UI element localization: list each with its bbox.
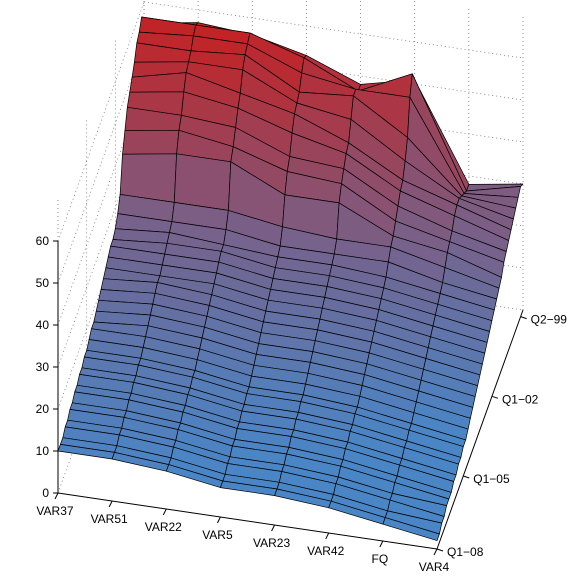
y-tick [520,316,527,320]
x-tick [379,540,384,548]
x-tick [433,548,438,556]
surface-patch [382,517,440,541]
x-axis-line [57,492,438,550]
surface [57,16,524,541]
z-tick-label: 0 [42,486,49,500]
x-tick-label: VAR5 [202,528,233,542]
y-axis-line [436,309,524,550]
x-tick [271,524,276,532]
x-tick [216,516,221,524]
y-tick-label: Q1−08 [447,545,484,559]
x-tick [108,500,113,508]
tick-labels: 0 10 20 30 40 50 60 VAR37 VAR51 VAR22 VAR5 VAR23 VAR… [36,234,568,574]
y-tick [463,475,470,479]
surface-patch [119,153,177,203]
x-tick-label: VAR37 [36,504,73,518]
x-tick [325,532,330,540]
z-tick-label: 50 [36,276,50,290]
y-tick-label: Q2−99 [531,313,568,327]
x-tick [54,492,59,500]
z-tick-label: 10 [36,444,50,458]
y-tick-label: Q1−05 [473,472,510,486]
y-tick-label: Q1−02 [502,392,539,406]
z-tick-label: 60 [36,234,50,248]
y-tick [436,548,444,552]
x-tick-label: VAR42 [307,544,344,558]
z-tick-label: 30 [36,360,50,374]
x-tick-label: VAR4 [419,560,450,574]
x-tick-label: VAR22 [145,520,182,534]
z-tick-label: 40 [36,318,50,332]
y-tick [491,395,499,399]
x-tick [162,508,167,516]
z-tick-label: 20 [36,402,50,416]
surface-patch [122,129,180,155]
x-tick-label: VAR23 [253,536,290,550]
surface-patch [173,153,232,211]
x-tick-label: FQ [372,552,389,566]
x-tick-label: VAR51 [91,512,128,526]
